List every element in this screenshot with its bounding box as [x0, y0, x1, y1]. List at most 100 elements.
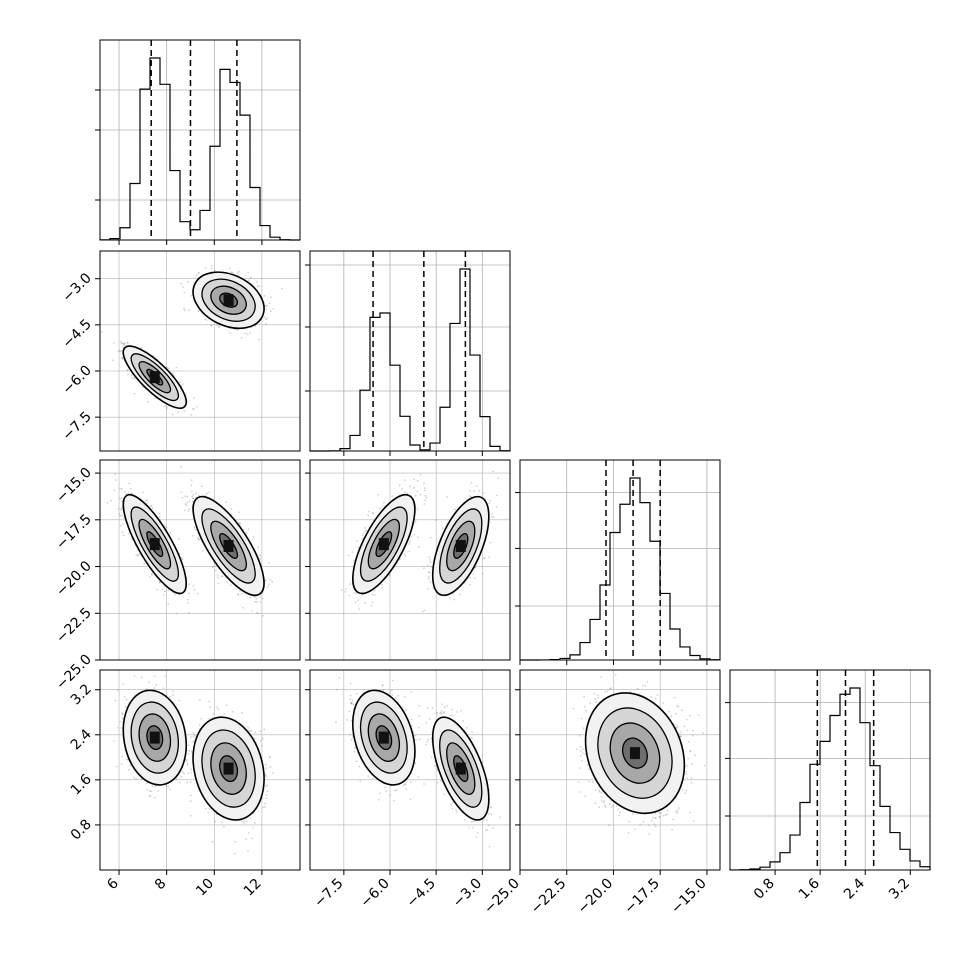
scatter-point	[133, 378, 136, 380]
scatter-point	[193, 408, 195, 411]
scatter-point	[190, 294, 193, 297]
scatter-point	[188, 611, 190, 614]
scatter-point	[158, 516, 161, 519]
scatter-point	[120, 340, 122, 343]
scatter-point	[118, 349, 121, 352]
scatter-point	[120, 349, 123, 352]
scatter-point	[201, 549, 204, 552]
scatter-point	[181, 558, 184, 561]
scatter-point	[183, 409, 186, 412]
scatter-point	[121, 357, 124, 359]
scatter-point	[187, 598, 189, 601]
scatter-point	[168, 367, 170, 370]
scatter-point	[263, 316, 266, 318]
scatter-point	[265, 318, 267, 320]
scatter-point	[184, 503, 187, 505]
scatter-point	[247, 271, 250, 274]
scatter-point	[159, 581, 161, 584]
scatter-point	[178, 552, 181, 555]
scatter-point	[229, 584, 232, 587]
scatter-point	[239, 522, 242, 524]
scatter-point	[149, 576, 151, 578]
pair-panel-1-0	[99, 250, 301, 452]
panel-frame	[99, 39, 301, 241]
scatter-point	[106, 502, 109, 504]
scatter-point	[183, 291, 186, 294]
scatter-point	[264, 305, 267, 307]
pair-content	[100, 251, 300, 451]
scatter-point	[188, 583, 191, 586]
scatter-point	[187, 510, 190, 512]
scatter-point	[259, 557, 262, 560]
scatter-point	[179, 381, 182, 383]
scatter-point	[197, 538, 200, 541]
scatter-point	[110, 499, 112, 502]
panel-frame	[729, 669, 931, 871]
scatter-point	[190, 479, 193, 481]
diag-panel-1	[305, 250, 511, 452]
scatter-point	[218, 325, 221, 328]
scatter-point	[164, 590, 166, 593]
scatter-point	[133, 377, 136, 379]
scatter-point	[240, 592, 243, 595]
pair-content	[100, 460, 300, 660]
scatter-point	[247, 528, 250, 531]
panel-frame	[99, 250, 301, 452]
scatter-point	[158, 512, 161, 515]
scatter-point	[182, 383, 184, 385]
scatter-point	[198, 538, 201, 541]
scatter-point	[133, 392, 136, 395]
scatter-point	[171, 413, 174, 416]
scatter-point	[162, 594, 165, 596]
histogram-step	[99, 57, 301, 241]
scatter-point	[120, 508, 123, 510]
scatter-point	[121, 500, 123, 503]
scatter-point	[257, 612, 259, 615]
scatter-point	[145, 498, 148, 501]
scatter-point	[183, 307, 185, 310]
scatter-point	[125, 493, 127, 496]
scatter-point	[256, 281, 258, 283]
scatter-point	[268, 302, 271, 305]
scatter-point	[188, 508, 191, 510]
scatter-point	[118, 513, 121, 515]
scatter-point	[180, 491, 183, 494]
scatter-point	[150, 574, 153, 576]
scatter-point	[122, 522, 124, 525]
scatter-point	[210, 267, 213, 270]
scatter-point	[119, 524, 122, 527]
scatter-point	[237, 270, 240, 273]
scatter-point	[270, 310, 272, 313]
scatter-point	[257, 546, 260, 549]
scatter-point	[204, 267, 207, 269]
scatter-point	[101, 330, 103, 333]
scatter-point	[124, 491, 126, 493]
scatter-point	[186, 280, 189, 283]
scatter-point	[256, 285, 259, 288]
scatter-point	[182, 286, 184, 288]
scatter-point	[249, 331, 252, 334]
scatter-point	[146, 500, 149, 503]
scatter-point	[147, 400, 150, 403]
scatter-point	[112, 342, 115, 344]
scatter-point	[255, 611, 258, 614]
scatter-point	[119, 508, 122, 511]
scatter-point	[281, 287, 283, 290]
scatter-point	[137, 553, 140, 556]
scatter-point	[158, 581, 161, 584]
scatter-point	[121, 358, 124, 361]
scatter-point	[251, 610, 254, 612]
scatter-point	[181, 496, 184, 499]
scatter-point	[130, 374, 133, 377]
scatter-point	[143, 562, 146, 565]
scatter-point	[188, 500, 191, 503]
scatter-point	[265, 323, 267, 325]
diag-panel-3	[725, 669, 931, 871]
scatter-point	[229, 267, 231, 270]
histogram-step	[729, 687, 931, 871]
scatter-point	[263, 295, 266, 297]
density-peak	[223, 294, 234, 307]
scatter-point	[266, 304, 268, 307]
scatter-point	[188, 592, 190, 595]
